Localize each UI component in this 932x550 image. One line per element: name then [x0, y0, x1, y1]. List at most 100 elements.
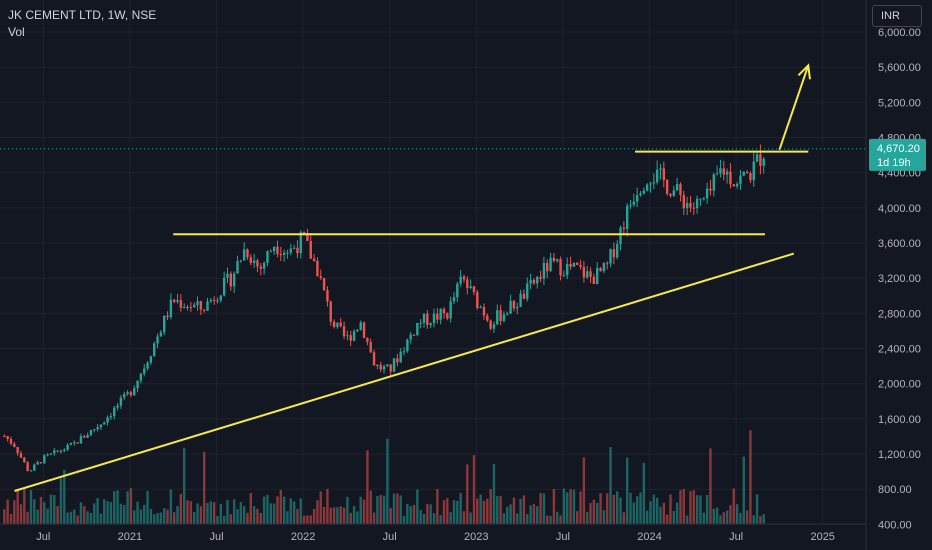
volume-bar — [382, 495, 386, 524]
candle-body — [316, 260, 319, 277]
volume-bar — [89, 512, 93, 524]
candle-body — [259, 266, 262, 269]
volume-bar — [103, 499, 106, 524]
volume-bar — [419, 509, 422, 524]
volume-bar — [702, 512, 705, 524]
candle-body — [492, 324, 496, 329]
candle-body — [136, 380, 139, 389]
x-tick-label: Jul — [36, 531, 50, 543]
volume-bar — [369, 490, 372, 524]
candle-body — [322, 277, 326, 291]
volume-bar — [6, 499, 9, 524]
candle-body — [426, 313, 429, 326]
volume-bar — [546, 515, 549, 524]
volume-bar — [582, 457, 586, 524]
candle-body — [516, 306, 519, 309]
candle-body — [266, 251, 269, 263]
candle-body — [509, 300, 512, 314]
volume-bar — [599, 493, 602, 524]
volume-bar — [202, 451, 206, 524]
volume-bar — [462, 511, 466, 524]
candle-body — [669, 193, 672, 196]
volume-bar — [639, 492, 642, 524]
candle-body — [546, 263, 549, 272]
volume-bar — [73, 509, 76, 524]
volume-bar — [23, 488, 26, 524]
candle-body — [182, 306, 186, 308]
volume-bar — [399, 495, 402, 524]
candle-body — [406, 339, 409, 352]
candle-body — [605, 263, 609, 265]
volume-bar — [542, 493, 546, 524]
volume-bar — [692, 490, 695, 524]
candle-body — [712, 174, 715, 191]
volume-bar — [512, 497, 516, 524]
volume-bar — [679, 490, 682, 524]
volume-bar — [649, 501, 652, 524]
volume-bar — [63, 469, 66, 524]
volume-bar — [762, 514, 765, 524]
candle-body — [486, 315, 489, 321]
volume-bar — [163, 508, 166, 524]
candle-body — [749, 173, 752, 181]
volume-bar — [166, 509, 169, 524]
candle-body — [469, 286, 472, 288]
candle-body — [3, 436, 6, 438]
breakout-arrow-head — [797, 63, 811, 80]
candle-body — [662, 168, 666, 181]
volume-bar — [19, 504, 23, 524]
candle-body — [372, 352, 376, 366]
volume-bar — [96, 498, 99, 524]
volume-bar — [376, 496, 379, 524]
x-tick-label: 2023 — [464, 531, 488, 543]
candle-body — [156, 336, 159, 344]
x-tick-label: Jul — [209, 531, 223, 543]
volume-bar — [302, 515, 306, 524]
volume-bar — [662, 502, 666, 524]
volume-bar — [496, 496, 499, 524]
volume-bar — [289, 498, 292, 524]
currency-button[interactable]: INR — [872, 5, 922, 27]
volume-bar — [139, 509, 143, 524]
candle-body — [56, 450, 59, 452]
volume-bar — [675, 502, 679, 524]
candle-body — [216, 300, 219, 302]
candle-body — [699, 198, 702, 200]
candle-body — [139, 373, 143, 381]
candle-body — [73, 442, 76, 444]
volume-bar — [116, 490, 119, 524]
volume-bar — [625, 457, 629, 524]
candle-body — [23, 457, 26, 463]
candle-body — [272, 246, 276, 252]
candle-body — [625, 205, 629, 229]
volume-bar — [709, 448, 712, 524]
candle-body — [179, 300, 183, 308]
candle-body — [619, 227, 622, 245]
candle-body — [189, 307, 193, 309]
candle-body — [609, 249, 612, 264]
candle-body — [462, 276, 466, 280]
volume-bar — [349, 512, 352, 524]
candle-body — [6, 436, 9, 440]
candle-body — [262, 262, 266, 269]
candle-body — [282, 252, 286, 255]
candle-body — [279, 254, 282, 256]
candle-body — [239, 260, 243, 262]
candle-body — [192, 304, 196, 308]
candle-body — [409, 334, 412, 340]
candle-body — [586, 271, 589, 278]
candle-body — [429, 323, 432, 326]
volume-bar — [9, 513, 13, 524]
volume-bar — [123, 505, 126, 524]
volume-bar — [266, 494, 269, 524]
volume-bar — [492, 464, 496, 524]
candle-body — [9, 439, 13, 444]
candle-body — [336, 322, 339, 327]
candle-body — [576, 262, 579, 265]
candle-body — [596, 267, 599, 284]
candle-body — [482, 306, 486, 316]
candle-body — [745, 171, 749, 174]
volume-bar — [46, 508, 49, 524]
